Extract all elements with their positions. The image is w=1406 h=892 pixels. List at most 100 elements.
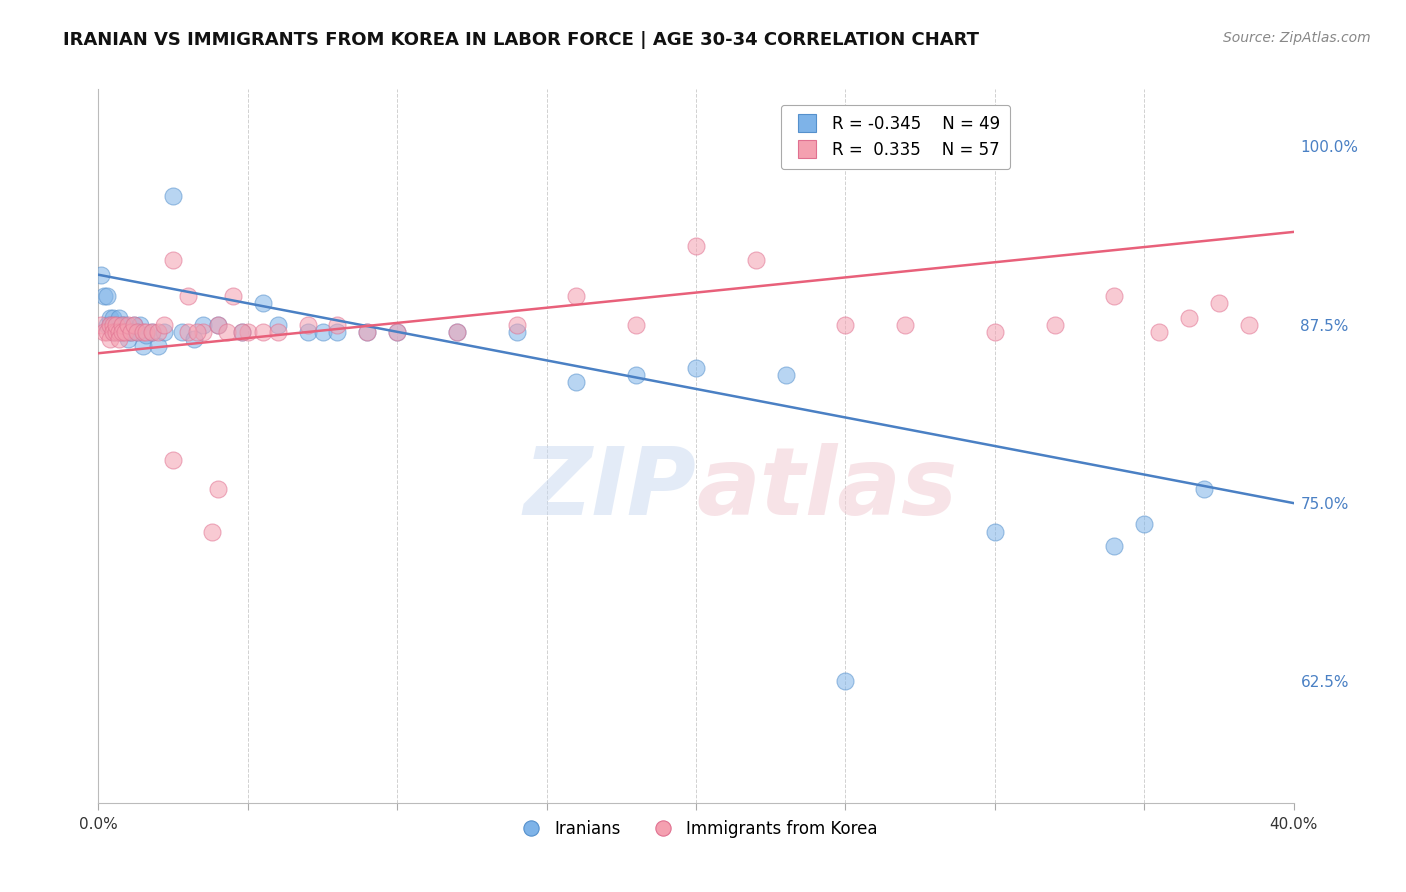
Point — [1133, 517, 1156, 532]
Point — [108, 325, 131, 339]
Point — [98, 318, 122, 332]
Point — [129, 318, 152, 332]
Point — [326, 318, 349, 332]
Point — [111, 325, 134, 339]
Point — [93, 289, 115, 303]
Point — [135, 327, 157, 342]
Point — [201, 524, 224, 539]
Point — [90, 268, 112, 282]
Point — [108, 310, 131, 325]
Point — [1237, 318, 1260, 332]
Text: Source: ZipAtlas.com: Source: ZipAtlas.com — [1223, 31, 1371, 45]
Point — [834, 674, 856, 689]
Point — [162, 189, 184, 203]
Text: atlas: atlas — [696, 442, 957, 535]
Point — [207, 482, 229, 496]
Point — [385, 325, 409, 339]
Point — [96, 325, 118, 339]
Point — [177, 325, 200, 339]
Point — [1147, 325, 1170, 339]
Point — [506, 325, 529, 339]
Point — [96, 289, 118, 303]
Point — [506, 318, 529, 332]
Point — [120, 325, 142, 339]
Point — [153, 318, 176, 332]
Point — [834, 318, 856, 332]
Point — [356, 325, 378, 339]
Legend: Iranians, Immigrants from Korea: Iranians, Immigrants from Korea — [508, 814, 884, 845]
Point — [231, 325, 253, 339]
Point — [215, 325, 238, 339]
Point — [446, 325, 468, 339]
Point — [685, 360, 707, 375]
Point — [1104, 289, 1126, 303]
Point — [894, 318, 917, 332]
Point — [191, 318, 214, 332]
Point — [326, 325, 349, 339]
Point — [984, 325, 1007, 339]
Point — [124, 318, 146, 332]
Point — [191, 325, 214, 339]
Point — [222, 289, 245, 303]
Point — [103, 310, 125, 325]
Point — [172, 325, 194, 339]
Point — [132, 325, 155, 339]
Point — [984, 524, 1007, 539]
Point — [93, 325, 115, 339]
Point — [141, 325, 163, 339]
Point — [267, 318, 290, 332]
Point — [267, 325, 290, 339]
Point — [231, 325, 253, 339]
Text: IRANIAN VS IMMIGRANTS FROM KOREA IN LABOR FORCE | AGE 30-34 CORRELATION CHART: IRANIAN VS IMMIGRANTS FROM KOREA IN LABO… — [63, 31, 979, 49]
Point — [297, 325, 319, 339]
Point — [111, 318, 134, 332]
Point — [117, 318, 139, 332]
Point — [1043, 318, 1066, 332]
Point — [98, 310, 122, 325]
Point — [207, 318, 229, 332]
Point — [385, 325, 409, 339]
Point — [111, 318, 134, 332]
Point — [177, 289, 200, 303]
Point — [148, 325, 170, 339]
Point — [297, 318, 319, 332]
Point — [111, 325, 134, 339]
Point — [311, 325, 333, 339]
Point — [1208, 296, 1230, 310]
Point — [626, 318, 648, 332]
Point — [186, 325, 208, 339]
Point — [108, 332, 131, 346]
Point — [114, 325, 136, 339]
Point — [252, 325, 274, 339]
Point — [105, 318, 128, 332]
Point — [124, 318, 146, 332]
Point — [103, 318, 125, 332]
Point — [446, 325, 468, 339]
Point — [127, 325, 149, 339]
Point — [117, 325, 139, 339]
Text: ZIP: ZIP — [523, 442, 696, 535]
Point — [108, 325, 131, 339]
Point — [236, 325, 259, 339]
Point — [103, 325, 125, 339]
Point — [153, 325, 176, 339]
Point — [565, 289, 588, 303]
Point — [745, 253, 768, 268]
Point — [98, 332, 122, 346]
Point — [162, 253, 184, 268]
Point — [114, 318, 136, 332]
Point — [183, 332, 205, 346]
Point — [105, 325, 128, 339]
Point — [117, 332, 139, 346]
Point — [626, 368, 648, 382]
Point — [1178, 310, 1201, 325]
Point — [207, 318, 229, 332]
Point — [105, 318, 128, 332]
Point — [141, 325, 163, 339]
Point — [132, 339, 155, 353]
Point — [90, 318, 112, 332]
Point — [162, 453, 184, 467]
Point — [148, 339, 170, 353]
Point — [127, 325, 149, 339]
Point — [96, 318, 118, 332]
